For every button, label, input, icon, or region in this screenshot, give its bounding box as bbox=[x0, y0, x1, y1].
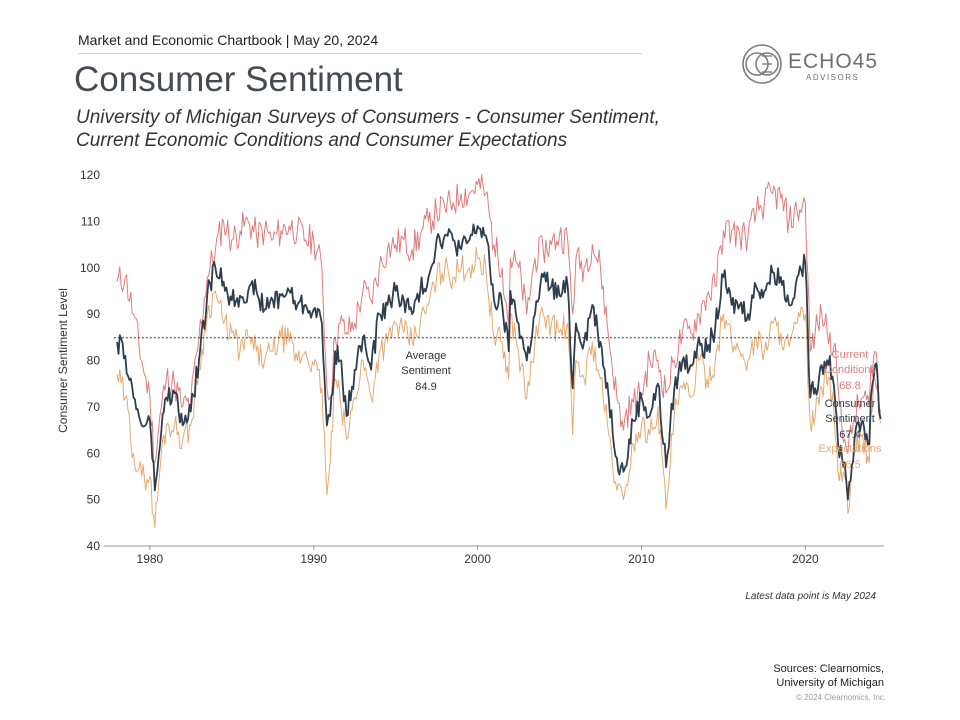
logo-subtitle: ADVISORS bbox=[806, 73, 860, 82]
average-label-value: 84.9 bbox=[415, 381, 436, 393]
x-tick-label: 2010 bbox=[628, 552, 655, 566]
x-tick-label: 2000 bbox=[464, 552, 491, 566]
y-tick-label: 40 bbox=[87, 539, 101, 553]
end-label-expectations-line1: Expectations bbox=[819, 443, 882, 455]
subtitle-line-2: Current Economic Conditions and Consumer… bbox=[76, 130, 568, 151]
end-label-sentiment-line1: Consumer bbox=[825, 398, 876, 410]
subtitle-line-1: University of Michigan Surveys of Consum… bbox=[76, 107, 660, 128]
chartbook-header: Market and Economic Chartbook | May 20, … bbox=[78, 32, 379, 48]
y-tick-label: 70 bbox=[87, 400, 101, 414]
logo-wordmark: ECHO45 bbox=[788, 50, 879, 73]
sources-line-1: Sources: Clearnomics, bbox=[773, 663, 884, 675]
latest-data-note: Latest data point is May 2024 bbox=[745, 591, 876, 602]
x-tick-label: 2020 bbox=[792, 552, 819, 566]
y-tick-label: 50 bbox=[87, 493, 101, 507]
average-label-line1: Average bbox=[406, 350, 447, 362]
y-tick-label: 100 bbox=[80, 261, 100, 275]
series-line-current bbox=[116, 174, 882, 463]
y-axis-title: Consumer Sentiment Level bbox=[56, 288, 70, 433]
y-tick-label: 80 bbox=[87, 354, 101, 368]
end-label-current-line1: Current bbox=[832, 349, 869, 361]
x-tick-label: 1980 bbox=[137, 552, 164, 566]
header-divider bbox=[78, 53, 642, 54]
y-tick-label: 60 bbox=[87, 446, 101, 460]
echo45-logo-icon bbox=[740, 42, 784, 91]
average-label-line2: Sentiment bbox=[401, 365, 451, 377]
end-label-expectations-value: 66.5 bbox=[839, 459, 860, 471]
y-tick-label: 110 bbox=[81, 214, 100, 228]
end-label-sentiment-line2: Sentiment bbox=[825, 413, 875, 425]
page-title: Consumer Sentiment bbox=[74, 60, 403, 99]
end-label-current-line2: Conditions bbox=[824, 364, 876, 376]
x-tick-label: 1990 bbox=[300, 552, 327, 566]
sources: Sources: Clearnomics, University of Mich… bbox=[700, 662, 884, 690]
series-line-sentiment bbox=[116, 223, 882, 501]
sources-line-2: University of Michigan bbox=[776, 677, 884, 689]
end-label-sentiment-value: 67.4 bbox=[839, 429, 860, 441]
end-label-current-value: 68.8 bbox=[839, 380, 860, 392]
copyright: © 2024 Clearnomics, Inc. bbox=[796, 693, 886, 702]
y-tick-label: 90 bbox=[87, 307, 101, 321]
page-subtitle: University of Michigan Surveys of Consum… bbox=[76, 106, 660, 152]
y-tick-label: 120 bbox=[80, 168, 100, 182]
chart-container: 40 50 60 70 80 90 100 110 120 1980 1990 2000 2010 202… bbox=[56, 168, 884, 566]
sentiment-chart: 40 50 60 70 80 90 100 110 120 1980 1990 2000 2010 202… bbox=[56, 168, 884, 566]
series-line-expectations bbox=[116, 246, 882, 528]
